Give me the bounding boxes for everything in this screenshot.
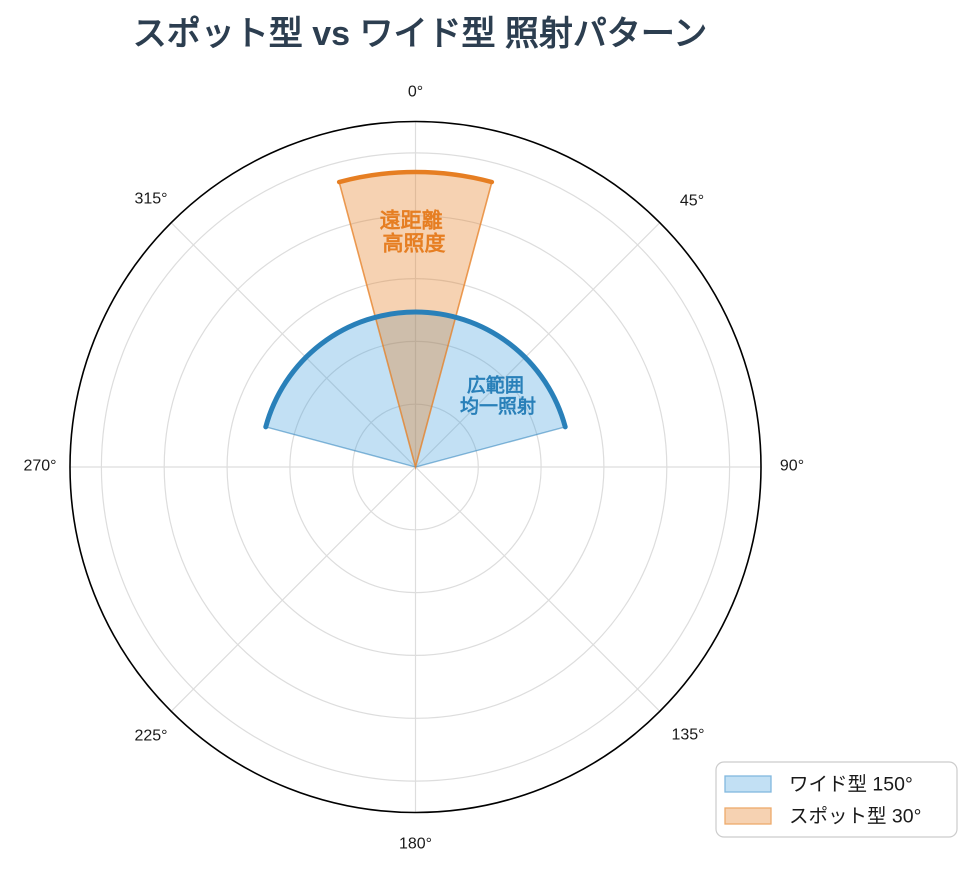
wide-annotation-line1: 広範囲	[467, 374, 524, 397]
legend-item-spot: スポット型 30°	[724, 806, 921, 828]
spot-annotation: 遠距離 高照度	[380, 203, 449, 256]
chart-title: スポット型 vs ワイド型 照射パターン	[133, 14, 707, 53]
spot-annotation-line2: 高照度	[383, 232, 446, 256]
angle-tick-label-270: 270°	[23, 458, 56, 475]
legend: ワイド型 150° スポット型 30°	[715, 761, 958, 838]
angle-spoke-45	[415, 222, 661, 468]
spot-legend-swatch	[724, 807, 772, 825]
legend-box	[715, 761, 958, 838]
angle-tick-label-90: 90°	[780, 458, 804, 475]
legend-item-wide: ワイド型 150°	[724, 774, 913, 796]
wide-annotation-line2: 均一照射	[460, 395, 536, 418]
spot-beam-arc	[336, 169, 495, 185]
angle-tick-label-180: 180°	[399, 836, 432, 853]
wide-annotation: 広範囲 均一照射	[460, 370, 536, 418]
angle-spoke-315	[170, 222, 416, 468]
wide-beam-arc	[263, 309, 568, 430]
polar-outline	[69, 120, 762, 814]
angle-spoke-135	[415, 466, 661, 712]
angle-tick-label-0: 0°	[408, 84, 423, 101]
wide-legend-label: ワイド型 150°	[789, 774, 913, 796]
angle-tick-label-225: 225°	[134, 728, 167, 745]
angle-spoke-225	[170, 466, 416, 712]
spot-annotation-line1: 遠距離	[380, 209, 443, 233]
wide-legend-swatch	[724, 775, 772, 793]
spot-legend-label: スポット型 30°	[789, 806, 921, 828]
angle-tick-label-45: 45°	[680, 193, 704, 210]
angle-tick-labels: 0° 45° 90° 135° 180° 225° 270° 315°	[23, 84, 804, 853]
angle-gridlines	[70, 121, 761, 813]
angle-tick-label-135: 135°	[671, 727, 704, 744]
angle-tick-label-315: 315°	[134, 191, 167, 208]
